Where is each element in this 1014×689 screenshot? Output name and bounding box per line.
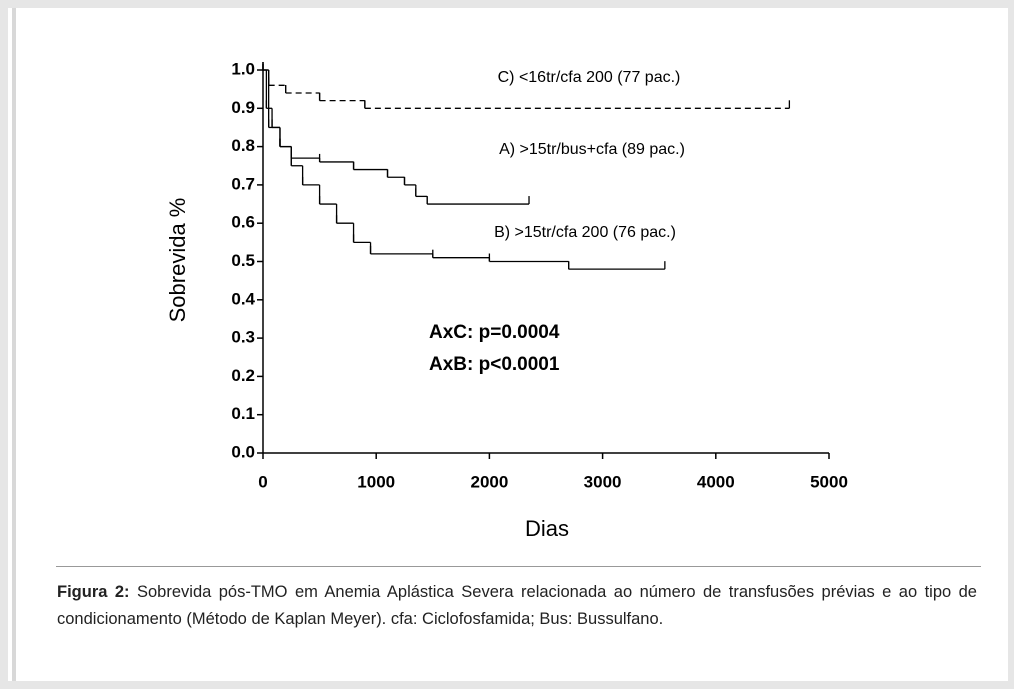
y-tick-label: 0.7 bbox=[231, 174, 255, 193]
caption-label: Figura 2: bbox=[57, 583, 130, 601]
chart: 0.0 0.1 0.2 0.3 0.4 0.5 0.6 0.7 0.8 0.9 1.0 0 1000 20… bbox=[165, 59, 848, 541]
caption-rule bbox=[56, 566, 981, 567]
y-tick-label: 0.1 bbox=[231, 404, 255, 423]
y-tick-label: 1.0 bbox=[231, 59, 255, 78]
figure: 0.0 0.1 0.2 0.3 0.4 0.5 0.6 0.7 0.8 0.9 1.0 0 1000 20… bbox=[8, 8, 1008, 681]
caption-text: Sobrevida pós-TMO em Anemia Aplástica Se… bbox=[57, 583, 977, 628]
series-label: C) <16tr/cfa 200 (77 pac.) bbox=[498, 69, 681, 86]
x-tick-label: 3000 bbox=[584, 472, 622, 491]
x-tick-label: 4000 bbox=[697, 472, 735, 491]
y-axis-label: Sobrevida % bbox=[165, 198, 190, 323]
x-tick-label: 0 bbox=[258, 472, 267, 491]
y-tick-label: 0.5 bbox=[231, 251, 255, 270]
annotation: AxC: p=0.0004 bbox=[429, 322, 560, 343]
series-label: B) >15tr/cfa 200 (76 pac.) bbox=[494, 224, 676, 241]
y-tick-label: 0.9 bbox=[231, 98, 255, 117]
x-tick-label: 5000 bbox=[810, 472, 848, 491]
x-tick-label: 1000 bbox=[357, 472, 395, 491]
y-tick-label: 0.2 bbox=[231, 366, 255, 385]
y-tick-label: 0.6 bbox=[231, 213, 255, 232]
series-label: A) >15tr/bus+cfa (89 pac.) bbox=[499, 141, 685, 158]
y-tick-label: 0.0 bbox=[231, 442, 255, 461]
y-tick-label: 0.8 bbox=[231, 136, 255, 155]
y-tick-label: 0.4 bbox=[231, 289, 255, 308]
x-axis-label: Dias bbox=[525, 516, 569, 541]
caption: Figura 2: Sobrevida pós-TMO em Anemia Ap… bbox=[57, 579, 977, 633]
y-tick-label: 0.3 bbox=[231, 328, 255, 347]
x-tick-label: 2000 bbox=[470, 472, 508, 491]
annotation: AxB: p<0.0001 bbox=[429, 354, 560, 375]
